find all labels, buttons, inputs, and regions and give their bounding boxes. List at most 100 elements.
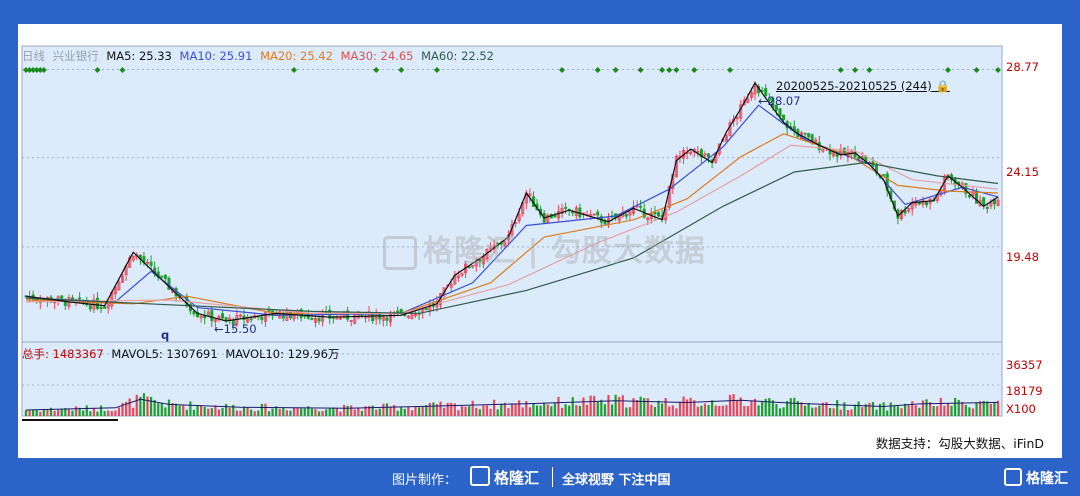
- candle-body: [353, 314, 357, 324]
- candle-body: [853, 151, 857, 158]
- volume-bar: [246, 407, 249, 416]
- volume-bar: [693, 400, 696, 416]
- volume-bar: [160, 403, 163, 416]
- volume-bar: [139, 396, 142, 416]
- volume-bar: [232, 404, 235, 416]
- signal-marker: [973, 67, 980, 73]
- signal-marker: [398, 67, 405, 73]
- volume-bar: [468, 406, 471, 416]
- volume-bar: [60, 409, 63, 416]
- candle-body: [113, 286, 117, 295]
- candle-body: [117, 281, 121, 291]
- footer-divider: [552, 467, 553, 487]
- volume-bar: [632, 398, 635, 416]
- volume-bar: [110, 411, 113, 416]
- volume-bar: [764, 398, 767, 416]
- volume-bar: [496, 409, 499, 416]
- signal-marker: [659, 67, 666, 73]
- volume-bar: [850, 409, 853, 416]
- volume-bar: [550, 406, 553, 416]
- volume-bar: [657, 400, 660, 416]
- candle-body: [385, 317, 389, 321]
- signal-marker: [40, 67, 47, 73]
- candle-body: [900, 210, 904, 220]
- volume-bar: [464, 406, 467, 416]
- volume-bar: [932, 406, 935, 416]
- volume-bar: [339, 411, 342, 416]
- volume-bar: [242, 406, 246, 416]
- candle-body: [646, 217, 650, 221]
- volume-bar: [546, 404, 549, 416]
- volume-bar: [828, 408, 832, 416]
- volume-bar: [768, 398, 771, 416]
- volume-bar: [836, 400, 839, 416]
- volume-bar: [493, 399, 496, 416]
- candle-body: [767, 97, 771, 101]
- volume-bar: [625, 407, 628, 416]
- volume-bar: [446, 402, 449, 416]
- volume-bar: [321, 410, 324, 416]
- volume-bar: [157, 403, 160, 416]
- volume-bar: [367, 406, 371, 416]
- volume-bar: [954, 397, 957, 416]
- volume-bar: [682, 396, 685, 416]
- mavol-line: [25, 398, 999, 411]
- candle-body: [371, 313, 375, 322]
- candle-body: [746, 98, 750, 103]
- candle-body: [728, 122, 732, 136]
- signal-marker: [559, 67, 566, 73]
- volume-bar: [903, 403, 907, 416]
- lock-icon[interactable]: 🔒: [935, 79, 950, 93]
- candle-body: [399, 308, 403, 313]
- volume-legend: 总手: 1483367 MAVOL5: 1307691 MAVOL10: 129…: [22, 346, 343, 362]
- corner-logo-icon: [1004, 468, 1022, 486]
- candle-body: [378, 313, 382, 320]
- volume-bar: [185, 409, 188, 416]
- candle-body: [553, 214, 557, 218]
- watermark-logo-icon: [383, 235, 417, 270]
- candle-body: [131, 255, 135, 261]
- legend-mavol5: MAVOL5: 1307691: [111, 347, 218, 361]
- volume-bar: [589, 395, 592, 416]
- candle-body: [707, 153, 711, 158]
- volume-bar: [485, 405, 489, 416]
- volume-bar: [818, 405, 821, 416]
- volume-bar: [282, 407, 285, 416]
- candle-body: [699, 149, 703, 158]
- volume-bar: [539, 405, 542, 416]
- volume-bar: [310, 408, 313, 416]
- candle-body: [221, 313, 225, 319]
- volume-bar: [74, 406, 78, 416]
- volume-bar: [107, 410, 110, 416]
- candle-body: [213, 319, 217, 323]
- candle-body: [914, 203, 918, 206]
- watermark: 格隆汇 | 勾股大数据: [383, 226, 706, 270]
- candle-body: [639, 205, 643, 208]
- volume-bar: [721, 405, 724, 416]
- trough-price-label: ←15.50: [214, 322, 257, 336]
- volume-bar: [921, 400, 925, 416]
- signal-marker: [433, 67, 440, 73]
- candle-body: [742, 99, 746, 106]
- candle-body: [975, 191, 979, 204]
- volume-bar: [761, 401, 764, 416]
- candle-body: [310, 318, 314, 321]
- volume-bar: [132, 407, 135, 416]
- volume-bar: [986, 401, 989, 416]
- volume-bar: [471, 400, 474, 416]
- volume-bar: [786, 401, 789, 416]
- candle-body: [489, 247, 493, 250]
- volume-bar: [832, 408, 835, 416]
- candle-body: [196, 312, 200, 318]
- volume-bar: [621, 395, 624, 416]
- volume-bar: [371, 405, 374, 416]
- volume-bar: [317, 411, 321, 416]
- volume-bar: [743, 405, 746, 416]
- volume-bar: [421, 406, 424, 416]
- volume-bar: [553, 403, 556, 416]
- volume-bar: [607, 394, 610, 416]
- signal-marker: [866, 67, 873, 73]
- volume-bar: [389, 406, 392, 416]
- candle-body: [517, 214, 521, 222]
- volume-bar: [500, 403, 503, 416]
